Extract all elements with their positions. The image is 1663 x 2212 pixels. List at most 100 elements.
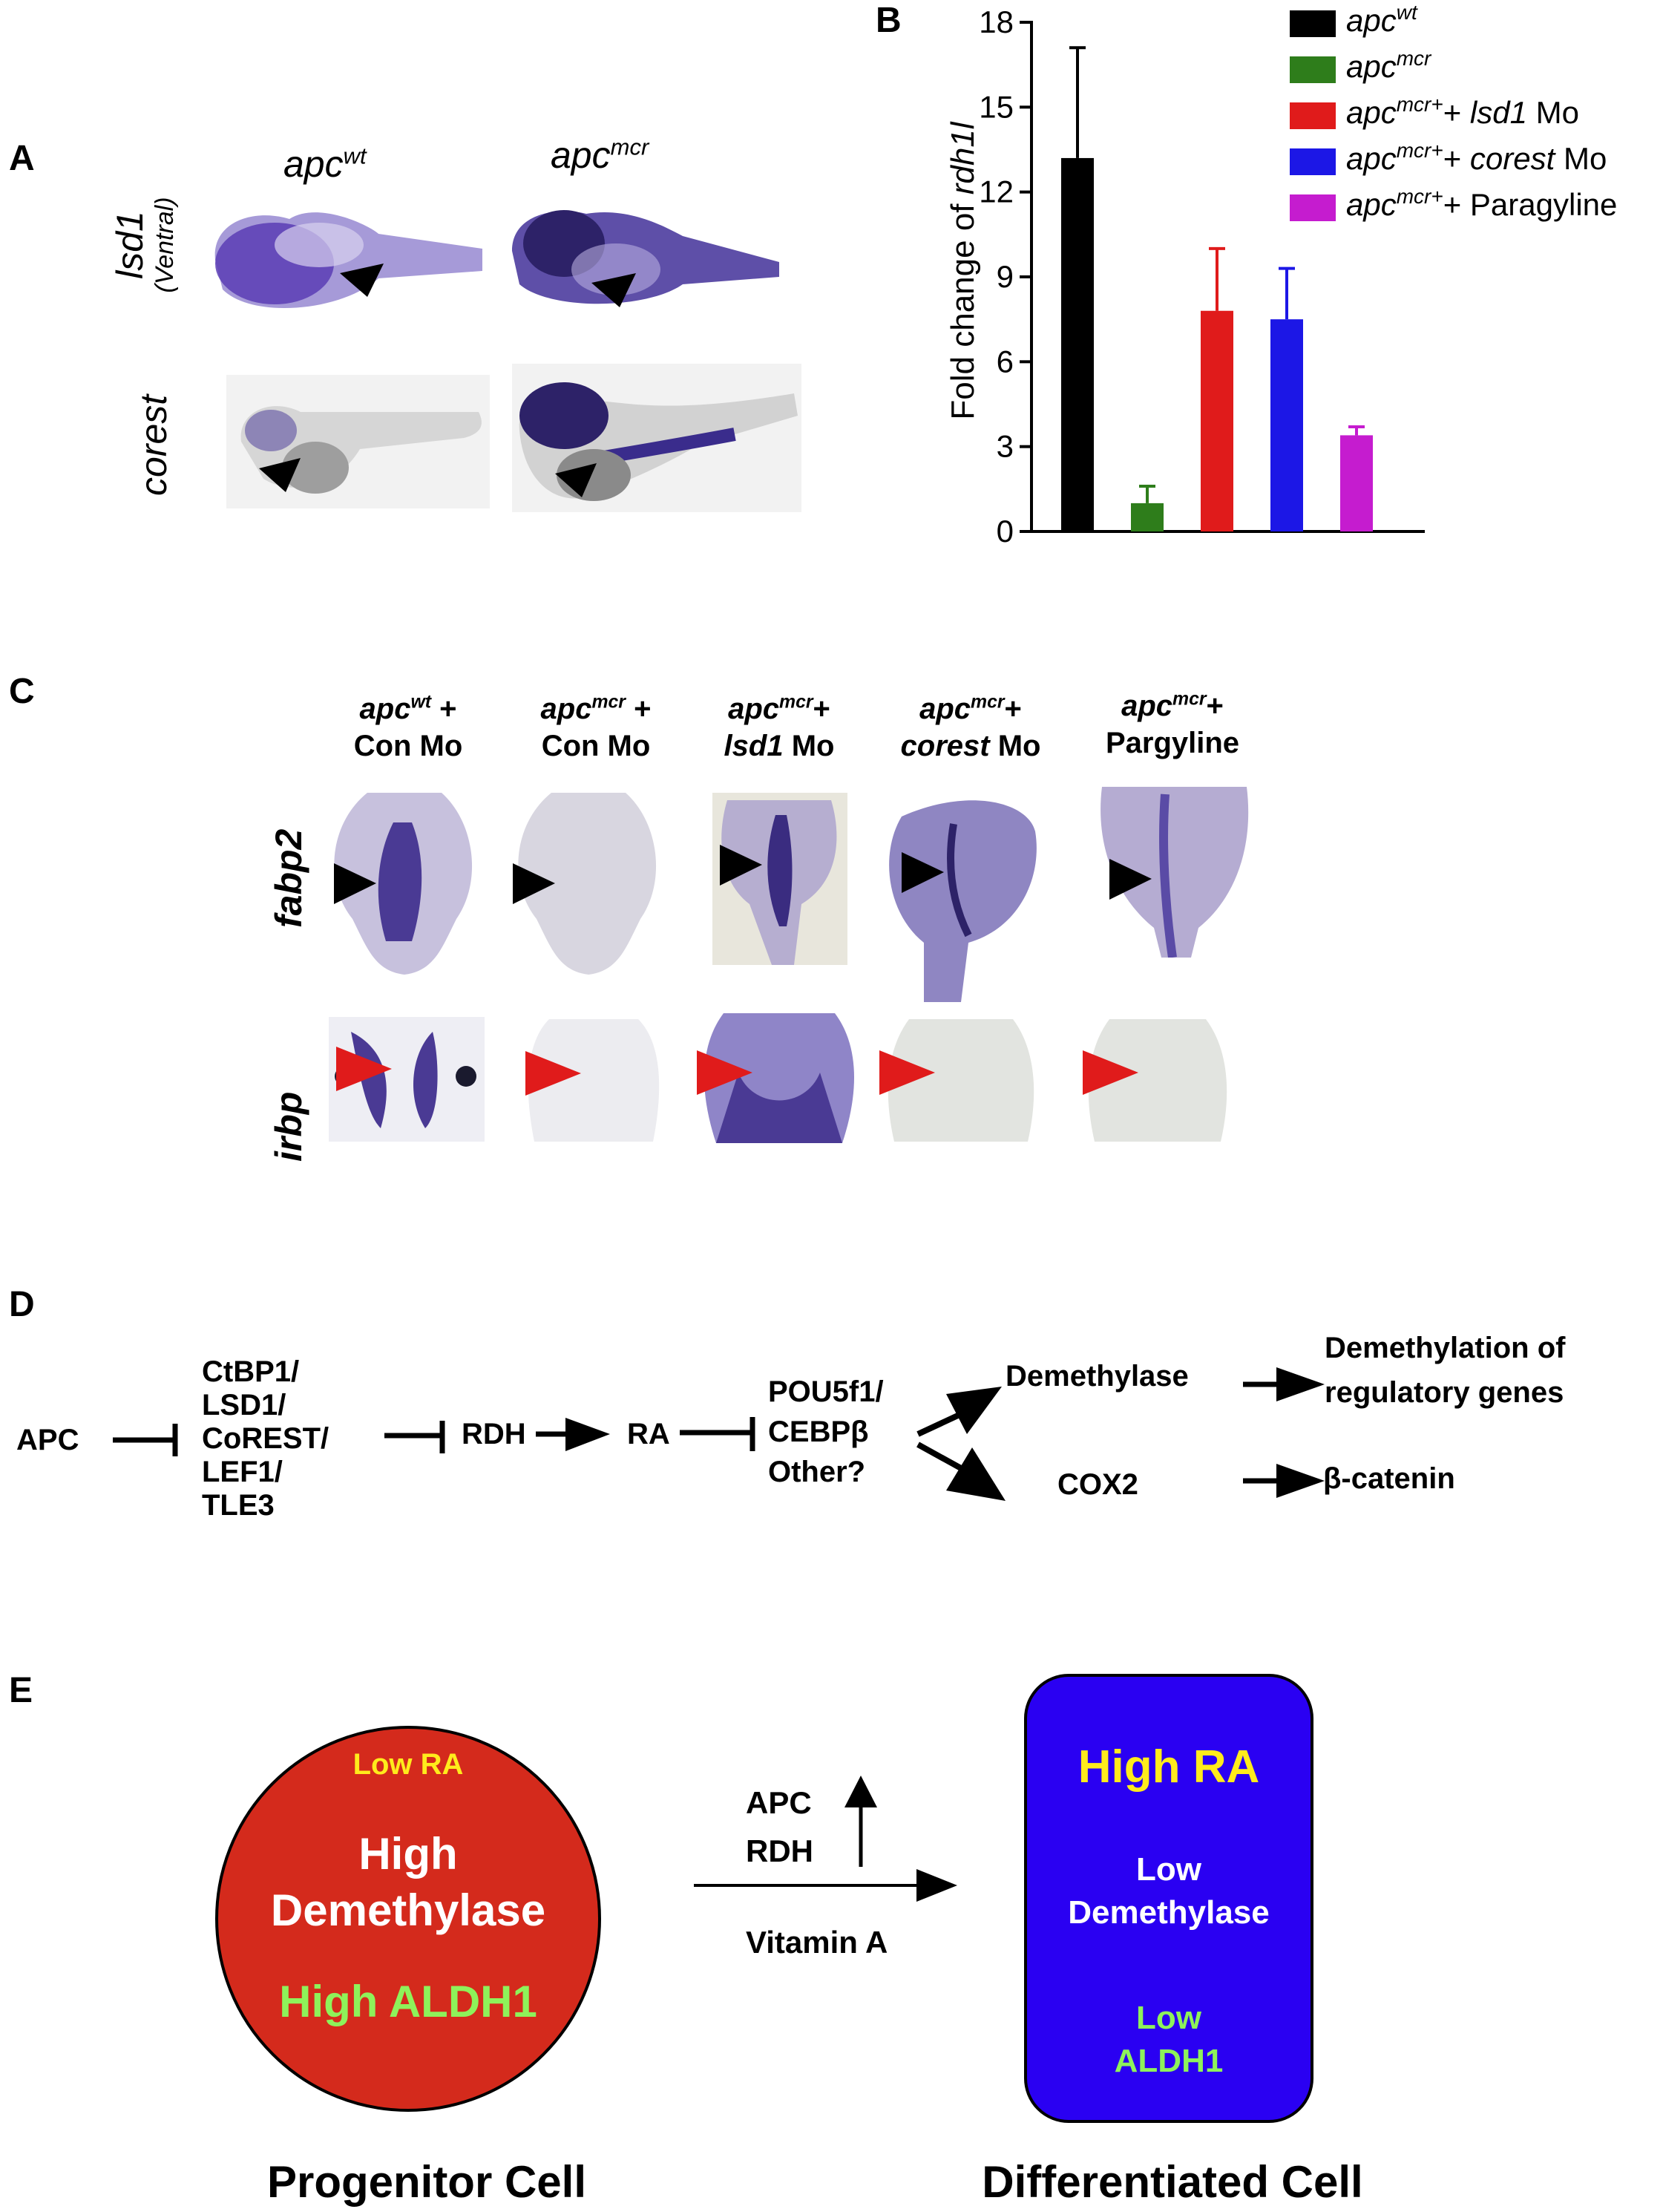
activate-arrow-4 [1243,1367,1325,1401]
panel-a-image-wt-corest [226,375,490,508]
legend-swatch-3 [1290,148,1336,175]
activate-arrow-5 [1243,1464,1325,1498]
diagram-demethylase: Demethylase [1006,1360,1189,1393]
inhibit-arrow-2 [384,1421,445,1453]
arrowhead-icon [259,458,301,492]
panel-a-row1-label: lsd1 (Ventral) [109,197,179,293]
arrowhead-icon [591,273,636,307]
y-tick-label: 12 [979,174,1014,209]
panel-c-col2-header: apcmcr + Con Mo [540,692,652,762]
panel-c-irbp-mcr-pargyline [1083,1019,1227,1142]
legend-label-3: apcmcr++ corest Mo [1346,139,1607,176]
differentiated-high-ra: High RA [1077,1741,1260,1793]
panel-a-col2-header: apcmcr [551,134,649,176]
panel-a-image-wt-lsd1 [214,212,482,309]
rdh1l-bar-chart: 0 3 6 9 12 15 18 Fold change of rdh1l apcwt apcmc… [945,1,1617,549]
legend-label-2: apcmcr++ lsd1 Mo [1346,93,1579,130]
panel-a-col1-header: apcwt [283,143,367,185]
inhibit-arrow-3 [680,1417,755,1451]
panel-c-col3-header: apcmcr+ lsd1 Mo [724,692,835,762]
activate-arrow-1 [536,1418,610,1451]
transition-arrow [694,1869,957,1902]
bar-0 [1061,157,1094,531]
legend-label-0: apcwt [1346,1,1418,38]
panel-e-letter: E [9,1671,33,1710]
panel-c-fabp2-mcr-lsd1 [712,793,847,965]
differentiated-low-demethylase: Low Demethylase [1068,1851,1270,1931]
panel-c-row1-label: fabp2 [268,828,309,928]
panel-a-letter: A [9,139,35,178]
panel-a-image-mcr-lsd1 [512,210,779,307]
legend-swatch-2 [1290,102,1336,129]
arrowhead-icon [525,1051,581,1096]
y-tick-label: 9 [997,259,1014,294]
progenitor-high-demethylase: High Demethylase [270,1829,546,1935]
y-tick-label: 18 [979,4,1014,39]
diagram-corepressor-complex: CtBP1/ LSD1/ CoREST/ LEF1/ TLE3 [202,1355,329,1522]
progenitor-high-aldh1: High ALDH1 [279,1977,537,2026]
inhibit-arrow-1 [113,1424,178,1456]
legend-swatch-4 [1290,194,1336,221]
panel-c-col5-header: apcmcr+ Pargyline [1105,689,1240,759]
differentiated-cell-box [1024,1674,1313,2123]
arrowhead-icon [555,463,597,497]
bar-3 [1270,319,1303,531]
arrowhead-icon [720,845,762,886]
activate-arrow-3 [916,1442,1006,1501]
bar-2 [1201,310,1233,531]
panel-c-fabp2-mcr-corest [889,800,1037,1002]
arrowhead-icon [340,264,384,297]
diagram-transcription-factors: POU5f1/ CEBPβ Other? [768,1375,884,1488]
progenitor-low-ra: Low RA [352,1748,464,1781]
panel-c-fabp2-mcr-pargyline [1101,787,1249,958]
diagram-demethylation: Demethylation of regulatory genes [1325,1332,1566,1409]
legend-swatch-0 [1290,10,1336,37]
panel-c-irbp-mcr-corest [879,1019,1034,1142]
differentiated-low-aldh1: Low ALDH1 [1114,2000,1224,2079]
diagram-beta-catenin: β-catenin [1323,1462,1455,1495]
legend-label-4: apcmcr++ Paragyline [1346,185,1617,222]
y-tick-label: 15 [979,89,1014,124]
panel-c-col4-header: apcmcr+ corest Mo [900,692,1041,762]
panel-a-row2-label: corest [133,394,174,496]
progenitor-cell-circle [215,1726,601,2112]
arrowhead-icon [1109,859,1152,900]
arrowhead-icon [879,1050,935,1095]
arrowhead-icon [1083,1050,1138,1095]
panel-c-irbp-mcr-con [525,1019,660,1142]
arrow-label-apc: APC [746,1785,812,1820]
panel-d-letter: D [9,1285,35,1324]
y-tick-label: 0 [997,514,1014,549]
arrowhead-icon [334,863,376,904]
progenitor-caption: Progenitor Cell [266,2157,587,2207]
arrowhead-icon [336,1047,392,1091]
bar-1 [1131,503,1164,531]
legend-label-1: apcmcr [1346,47,1432,84]
arrowhead-icon [513,863,555,904]
panel-c-col1-header: apcwt + Con Mo [353,692,463,762]
y-tick-label: 6 [997,344,1014,379]
bar-4 [1340,435,1373,531]
panel-b-letter: B [876,1,902,40]
panel-c-fabp2-mcr-con [513,793,657,975]
panel-c-irbp-wt-con [329,1017,485,1142]
panel-c-irbp-mcr-lsd1 [697,1013,855,1143]
diagram-cox2: COX2 [1057,1468,1138,1501]
diagram-apc: APC [16,1424,79,1456]
differentiated-caption: Differentiated Cell [982,2157,1363,2207]
arrowhead-icon [697,1050,752,1095]
y-axis-label: Fold change of rdh1l [945,121,981,419]
panel-c-letter: C [9,672,35,711]
arrow-label-rdh: RDH [746,1833,813,1868]
up-arrow-icon [844,1776,877,1867]
arrowhead-icon [902,852,944,893]
activate-arrow-2 [916,1387,1002,1437]
diagram-ra: RA [627,1418,670,1450]
panel-a-image-mcr-corest [512,364,801,512]
panel-c-row2-label: irbp [268,1091,309,1162]
y-tick-label: 3 [997,429,1014,464]
diagram-rdh: RDH [462,1418,526,1450]
arrow-label-vitamin-a: Vitamin A [746,1925,888,1960]
legend-swatch-1 [1290,56,1336,83]
panel-c-fabp2-wt-con [334,793,473,975]
